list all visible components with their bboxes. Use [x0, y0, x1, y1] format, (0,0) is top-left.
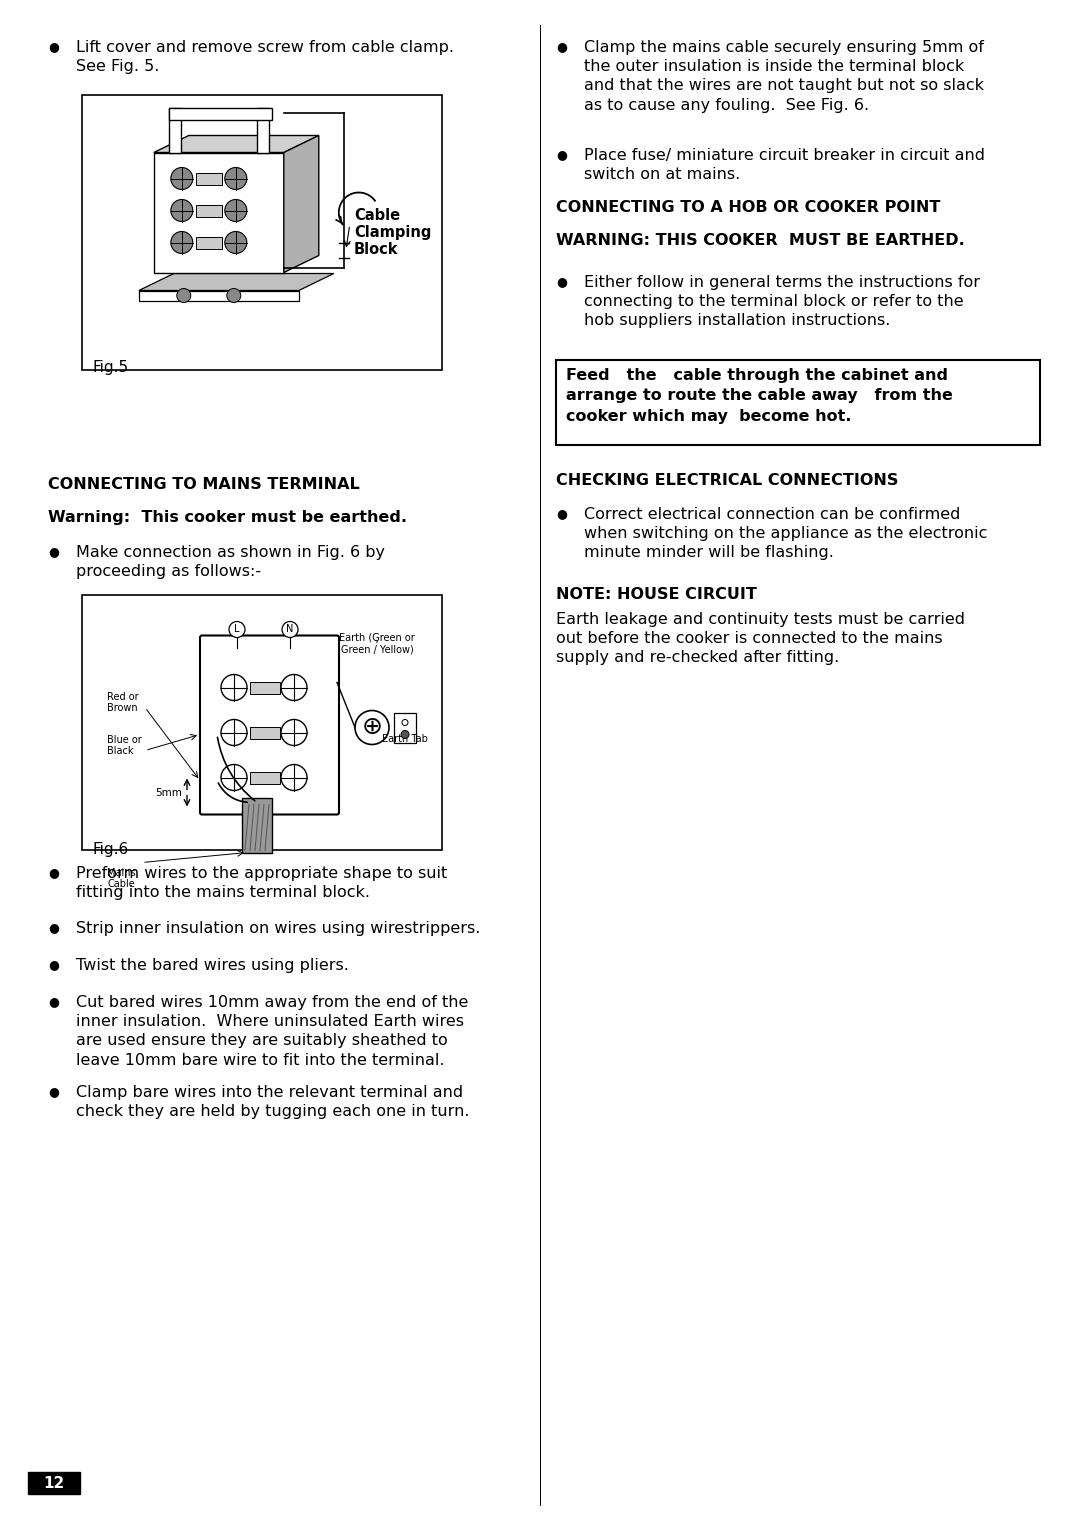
- Bar: [195, 173, 221, 185]
- FancyBboxPatch shape: [200, 636, 339, 814]
- Text: Warning:  This cooker must be earthed.: Warning: This cooker must be earthed.: [48, 510, 407, 526]
- Circle shape: [221, 674, 247, 700]
- Text: WARNING: THIS COOKER  MUST BE EARTHED.: WARNING: THIS COOKER MUST BE EARTHED.: [556, 232, 964, 248]
- Text: Clamp the mains cable securely ensuring 5mm of
the outer insulation is inside th: Clamp the mains cable securely ensuring …: [584, 40, 984, 113]
- Text: ●: ●: [556, 148, 567, 160]
- Text: L: L: [234, 625, 240, 634]
- Text: Cable
Clamping
Block: Cable Clamping Block: [354, 208, 431, 257]
- Circle shape: [221, 720, 247, 746]
- Text: Red or
Brown: Red or Brown: [107, 692, 138, 714]
- Text: ●: ●: [556, 275, 567, 287]
- Text: Clamp bare wires into the relevant terminal and
check they are held by tugging e: Clamp bare wires into the relevant termi…: [76, 1085, 470, 1118]
- Text: Fig.6: Fig.6: [92, 842, 129, 857]
- Circle shape: [229, 622, 245, 637]
- Text: ●: ●: [48, 866, 59, 879]
- Polygon shape: [139, 274, 334, 290]
- Circle shape: [221, 764, 247, 790]
- Bar: [82, 594, 442, 850]
- Circle shape: [402, 720, 408, 726]
- Text: Mains
Cable: Mains Cable: [107, 868, 136, 889]
- Text: ●: ●: [556, 507, 567, 520]
- Circle shape: [225, 232, 247, 254]
- Bar: [195, 205, 221, 217]
- Polygon shape: [153, 153, 284, 272]
- Circle shape: [227, 289, 241, 303]
- Circle shape: [225, 200, 247, 222]
- Text: Strip inner insulation on wires using wirestrippers.: Strip inner insulation on wires using wi…: [76, 921, 481, 937]
- Bar: [195, 237, 221, 249]
- Text: ⊕: ⊕: [362, 715, 382, 740]
- Bar: [394, 712, 416, 743]
- Circle shape: [282, 622, 298, 637]
- Circle shape: [177, 289, 191, 303]
- Text: 5mm: 5mm: [156, 787, 183, 798]
- Bar: [556, 361, 1040, 445]
- Circle shape: [171, 200, 193, 222]
- Text: Earth (Green or
Green / Yellow): Earth (Green or Green / Yellow): [339, 633, 415, 654]
- Text: 12: 12: [43, 1476, 65, 1490]
- Text: Feed   the   cable through the cabinet and
arrange to route the cable away   fro: Feed the cable through the cabinet and a…: [566, 368, 953, 423]
- Text: Earth leakage and continuity tests must be carried
out before the cooker is conn: Earth leakage and continuity tests must …: [556, 613, 966, 665]
- Text: CONNECTING TO A HOB OR COOKER POINT: CONNECTING TO A HOB OR COOKER POINT: [556, 200, 941, 215]
- Circle shape: [171, 168, 193, 189]
- Text: Correct electrical connection can be confirmed
when switching on the appliance a: Correct electrical connection can be con…: [584, 507, 987, 561]
- Text: CHECKING ELECTRICAL CONNECTIONS: CHECKING ELECTRICAL CONNECTIONS: [556, 474, 899, 487]
- Bar: [257, 107, 269, 153]
- Text: Make connection as shown in Fig. 6 by
proceeding as follows:-: Make connection as shown in Fig. 6 by pr…: [76, 545, 384, 579]
- Bar: [82, 95, 442, 370]
- Text: Preform wires to the appropriate shape to suit
fitting into the mains terminal b: Preform wires to the appropriate shape t…: [76, 866, 447, 900]
- Circle shape: [401, 730, 409, 738]
- Bar: [249, 772, 280, 784]
- Circle shape: [225, 168, 247, 189]
- Text: ●: ●: [556, 40, 567, 53]
- Text: Earth Tab: Earth Tab: [382, 735, 428, 744]
- Text: CONNECTING TO MAINS TERMINAL: CONNECTING TO MAINS TERMINAL: [48, 477, 360, 492]
- Bar: [168, 107, 180, 153]
- Circle shape: [281, 764, 307, 790]
- Bar: [249, 681, 280, 694]
- Circle shape: [281, 720, 307, 746]
- Text: Blue or
Black: Blue or Black: [107, 735, 141, 756]
- Text: N: N: [286, 625, 294, 634]
- Polygon shape: [284, 136, 319, 272]
- Text: ●: ●: [48, 958, 59, 970]
- Circle shape: [171, 232, 193, 254]
- Text: Place fuse/ miniature circuit breaker in circuit and
switch on at mains.: Place fuse/ miniature circuit breaker in…: [584, 148, 985, 182]
- Bar: [242, 798, 272, 853]
- Polygon shape: [153, 136, 319, 153]
- Text: NOTE: HOUSE CIRCUIT: NOTE: HOUSE CIRCUIT: [556, 587, 757, 602]
- Text: Fig.5: Fig.5: [92, 361, 129, 374]
- Text: ●: ●: [48, 995, 59, 1008]
- Bar: [249, 726, 280, 738]
- Bar: [168, 107, 272, 119]
- Circle shape: [281, 674, 307, 700]
- Text: Lift cover and remove screw from cable clamp.
See Fig. 5.: Lift cover and remove screw from cable c…: [76, 40, 454, 75]
- Polygon shape: [139, 290, 299, 301]
- Text: Cut bared wires 10mm away from the end of the
inner insulation.  Where uninsulat: Cut bared wires 10mm away from the end o…: [76, 995, 469, 1068]
- Circle shape: [355, 711, 389, 744]
- Text: Twist the bared wires using pliers.: Twist the bared wires using pliers.: [76, 958, 349, 973]
- Bar: [28, 1471, 80, 1494]
- Text: ●: ●: [48, 40, 59, 53]
- Text: ●: ●: [48, 1085, 59, 1099]
- Text: Either follow in general terms the instructions for
connecting to the terminal b: Either follow in general terms the instr…: [584, 275, 980, 329]
- Text: ●: ●: [48, 921, 59, 934]
- Text: ●: ●: [48, 545, 59, 558]
